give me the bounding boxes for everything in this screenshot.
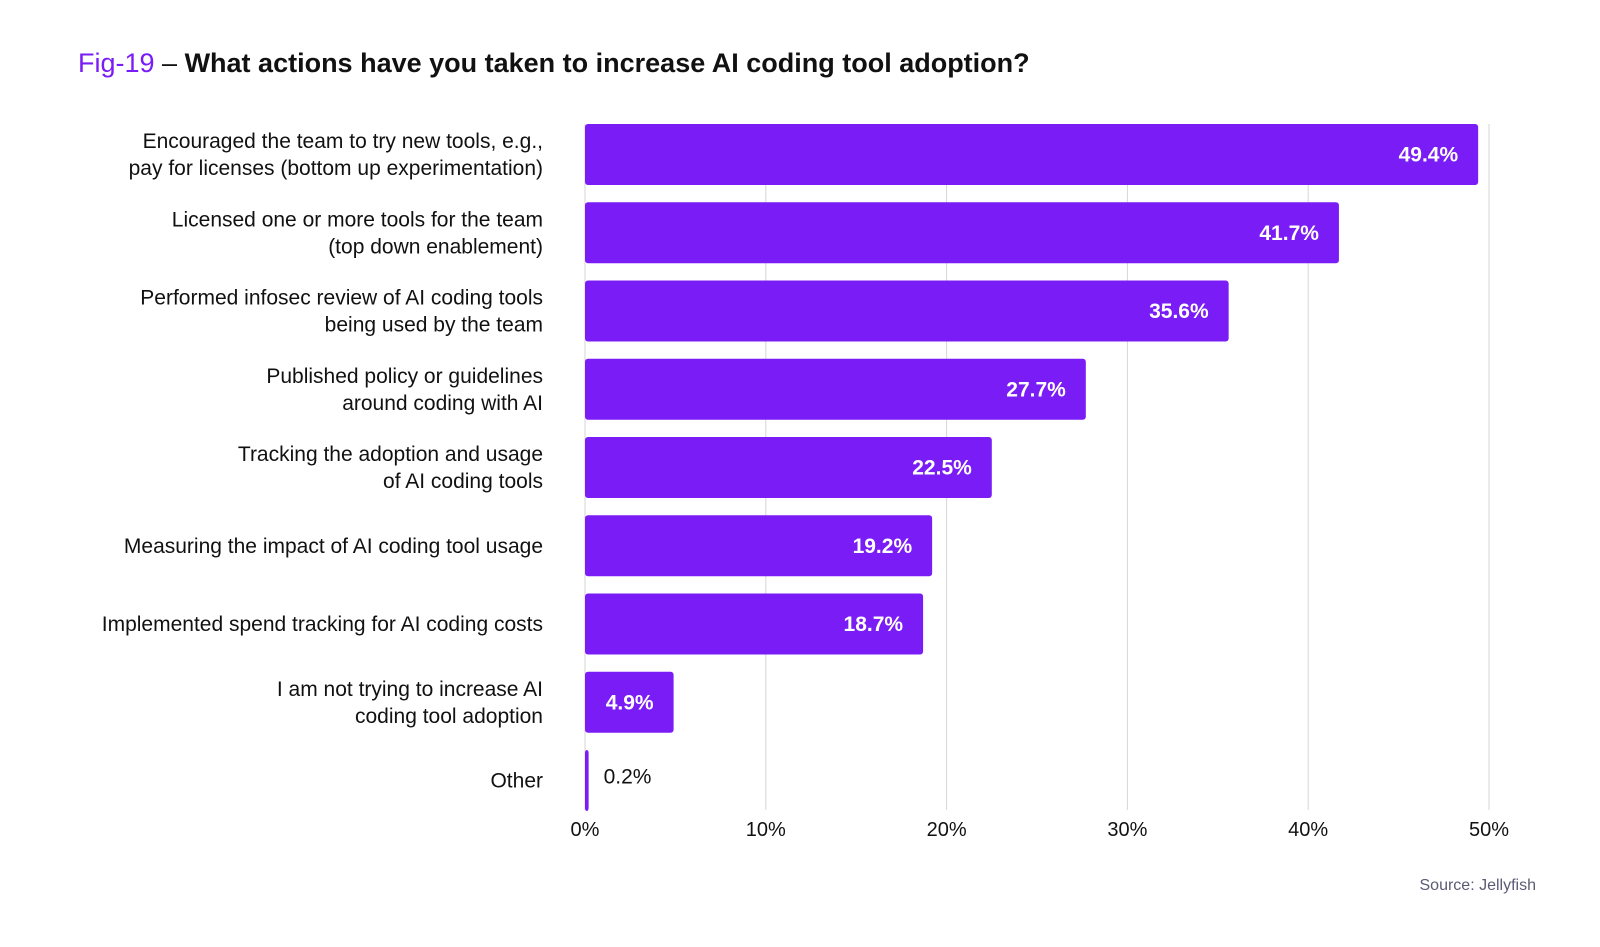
category-label: coding tool adoption [355,705,543,728]
bar [585,124,1479,185]
category-label: Measuring the impact of AI coding tool u… [124,535,543,558]
bar [585,671,674,733]
x-axis-ticks: 0% 10% 20% 30% 40% 50% [571,819,1510,841]
category-label: of AI coding tools [383,470,543,493]
title-separator: – [154,48,185,78]
chart-title: Fig-19 – What actions have you taken to … [78,48,1030,79]
x-tick-label: 0% [571,819,600,841]
bar [585,515,933,577]
category-label: Implemented spend tracking for AI coding… [102,613,543,636]
category-label: I am not trying to increase AI [277,678,543,701]
bar-value-label: 4.9% [606,691,654,714]
bar [585,437,992,498]
figure-number: Fig-19 [78,48,155,78]
category-label: being used by the team [325,314,543,337]
bar-value-label: 22.5% [912,457,972,480]
bar [585,750,589,811]
category-label: pay for licenses (bottom up experimentat… [129,157,543,180]
category-label: Encouraged the team to try new tools, e.… [143,130,543,153]
bars: 49.4% 41.7% 35.6% 27.7% 22.5% 19.2% 18.7% 4.9% 0… [585,124,1479,811]
x-tick-label: 10% [746,819,786,841]
x-tick-label: 40% [1288,819,1328,841]
bar-value-label: 19.2% [853,535,913,558]
category-label: Tracking the adoption and usage [238,443,543,466]
bar [585,358,1086,420]
bar-value-label: 35.6% [1149,300,1209,323]
x-tick-label: 50% [1469,819,1509,841]
category-label: Performed infosec review of AI coding to… [140,287,543,310]
question-text: What actions have you taken to increase … [184,48,1030,78]
bar [585,593,924,655]
category-label: around coding with AI [342,392,543,415]
bar-value-label: 0.2% [604,766,652,789]
category-label: Licensed one or more tools for the team [172,208,543,231]
bar-value-label: 49.4% [1399,144,1459,167]
source-note: Source: Jellyfish [1419,877,1537,894]
category-labels: Encouraged the team to try new tools, e.… [102,130,543,793]
category-label: (top down enablement) [328,235,543,258]
x-tick-label: 30% [1107,819,1147,841]
bar [585,202,1339,264]
bar-value-label: 27.7% [1006,378,1066,401]
x-tick-label: 20% [927,819,967,841]
category-label: Other [490,770,543,793]
bar [585,280,1229,342]
bar-value-label: 18.7% [844,613,904,636]
bar-value-label: 41.7% [1259,222,1319,245]
category-label: Published policy or guidelines [266,365,543,388]
